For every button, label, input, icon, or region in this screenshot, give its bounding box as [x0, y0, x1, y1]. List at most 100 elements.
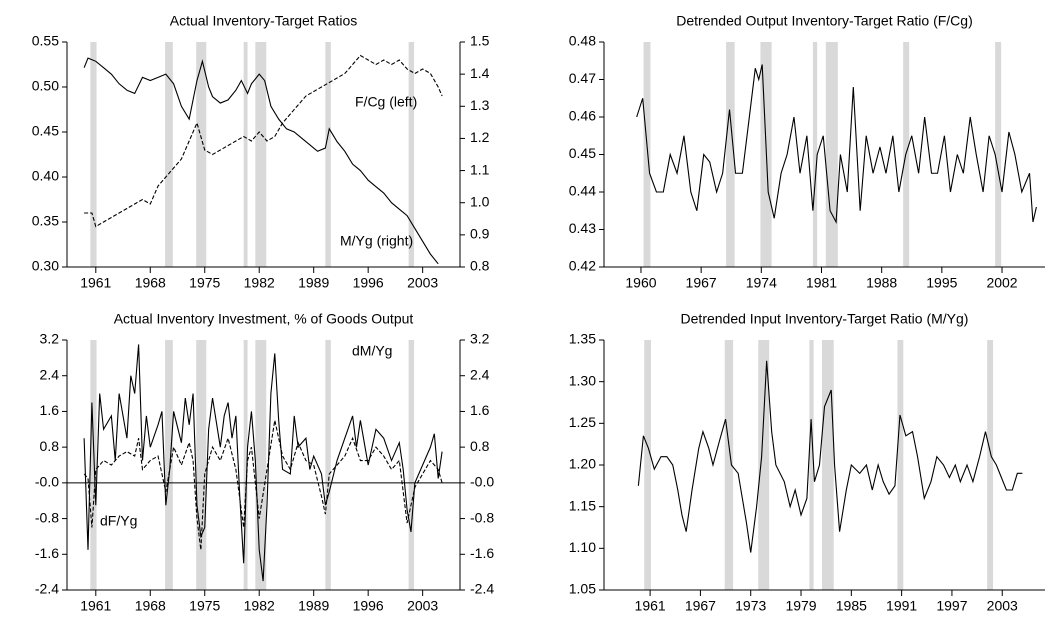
- y-tick-label: 0.45: [32, 123, 59, 139]
- x-tick-label: 1961: [80, 275, 111, 291]
- y2-tick-label: 1.5: [470, 33, 490, 49]
- x-tick-label: 1968: [135, 275, 166, 291]
- x-tick-label: 1967: [686, 275, 717, 291]
- recession-band: [812, 42, 818, 267]
- series-line: [83, 57, 439, 265]
- y2-tick-label: -2.4: [470, 581, 494, 597]
- x-tick-label: 1996: [353, 598, 384, 614]
- y-tick-label: 0.50: [32, 78, 59, 94]
- series-line: [637, 360, 1023, 553]
- y-tick-label: 0.45: [569, 145, 596, 161]
- recession-band: [897, 340, 904, 590]
- recession-band: [243, 340, 248, 590]
- x-tick-label: 1974: [746, 275, 777, 291]
- series-label: F/Cg (left): [355, 94, 417, 110]
- x-tick-label: 1995: [926, 275, 957, 291]
- recession-band: [724, 340, 734, 590]
- recession-band: [325, 340, 331, 590]
- y-tick-label: 0.40: [32, 168, 59, 184]
- y-tick-label: 0.30: [32, 258, 59, 274]
- series-line: [84, 54, 443, 228]
- y-tick-label: 0.47: [569, 70, 596, 86]
- y2-tick-label: 0.8: [470, 258, 490, 274]
- recession-band: [243, 42, 248, 267]
- x-tick-label: 1973: [735, 598, 766, 614]
- series-label: M/Yg (right): [340, 233, 413, 249]
- y2-tick-label: 1.1: [470, 161, 490, 177]
- y-tick-label: 0.8: [40, 438, 60, 454]
- y2-tick-label: 3.2: [470, 331, 490, 347]
- recession-band: [825, 42, 838, 267]
- y-tick-label: -1.6: [35, 545, 59, 561]
- recession-band: [255, 42, 267, 267]
- recession-band: [726, 42, 735, 267]
- chart-title: Actual Inventory-Target Ratios: [170, 13, 358, 29]
- x-tick-label: 1989: [298, 598, 329, 614]
- x-tick-label: 1988: [866, 275, 897, 291]
- y2-tick-label: 1.6: [470, 402, 490, 418]
- recession-band: [644, 340, 651, 590]
- chart-title: Detrended Output Inventory-Target Ratio …: [676, 13, 972, 29]
- x-tick-label: 1968: [135, 598, 166, 614]
- y-tick-label: 1.10: [569, 539, 596, 555]
- y-tick-label: -2.4: [35, 581, 59, 597]
- y-tick-label: -0.0: [35, 474, 59, 490]
- x-tick-label: 1961: [80, 598, 111, 614]
- y-tick-label: 1.25: [569, 414, 596, 430]
- series-label: dM/Yg: [352, 343, 392, 359]
- recession-band: [987, 340, 994, 590]
- y-tick-label: 1.15: [569, 497, 596, 513]
- y-tick-label: 0.44: [569, 183, 596, 199]
- y-tick-label: 1.35: [569, 331, 596, 347]
- y2-tick-label: -0.0: [470, 474, 494, 490]
- y-tick-label: 0.55: [32, 33, 59, 49]
- x-tick-label: 1996: [353, 275, 384, 291]
- recession-band: [821, 340, 834, 590]
- x-tick-label: 1960: [625, 275, 656, 291]
- x-tick-label: 1967: [685, 598, 716, 614]
- series-line: [83, 344, 443, 582]
- recession-band: [758, 340, 770, 590]
- x-tick-label: 2003: [407, 598, 438, 614]
- recession-band: [408, 340, 415, 590]
- y2-tick-label: -0.8: [470, 509, 494, 525]
- x-tick-label: 2003: [407, 275, 438, 291]
- x-tick-label: 1982: [244, 598, 275, 614]
- y2-tick-label: 1.0: [470, 193, 490, 209]
- y-tick-label: 0.43: [569, 220, 596, 236]
- x-tick-label: 1991: [886, 598, 917, 614]
- series-label: dF/Yg: [100, 513, 137, 529]
- y2-tick-label: 1.3: [470, 97, 490, 113]
- x-tick-label: 1985: [836, 598, 867, 614]
- x-tick-label: 1981: [806, 275, 837, 291]
- recession-band: [90, 42, 97, 267]
- y-tick-label: 3.2: [40, 331, 60, 347]
- recession-band: [995, 42, 1002, 267]
- x-tick-label: 1979: [785, 598, 816, 614]
- y-tick-label: 1.6: [40, 402, 60, 418]
- x-tick-label: 1961: [635, 598, 666, 614]
- recession-band: [643, 42, 651, 267]
- x-tick-label: 1989: [298, 275, 329, 291]
- x-tick-label: 1975: [189, 598, 220, 614]
- y-tick-label: 1.30: [569, 372, 596, 388]
- x-tick-label: 1975: [189, 275, 220, 291]
- y2-tick-label: 1.2: [470, 129, 490, 145]
- chart-title: Detrended Input Inventory-Target Ratio (…: [681, 311, 969, 327]
- y-tick-label: 0.35: [32, 213, 59, 229]
- recession-band: [165, 42, 173, 267]
- x-tick-label: 2003: [987, 598, 1018, 614]
- chart-title: Actual Inventory Investment, % of Goods …: [114, 311, 414, 327]
- series-line: [636, 64, 1037, 224]
- recession-band: [196, 42, 207, 267]
- recession-band: [196, 340, 207, 590]
- series-line: [83, 420, 443, 550]
- recession-band: [408, 42, 415, 267]
- y2-tick-label: 1.4: [470, 65, 490, 81]
- y2-tick-label: -1.6: [470, 545, 494, 561]
- y-tick-label: -0.8: [35, 509, 59, 525]
- y2-tick-label: 0.9: [470, 226, 490, 242]
- recession-band: [325, 42, 331, 267]
- recession-band: [809, 340, 814, 590]
